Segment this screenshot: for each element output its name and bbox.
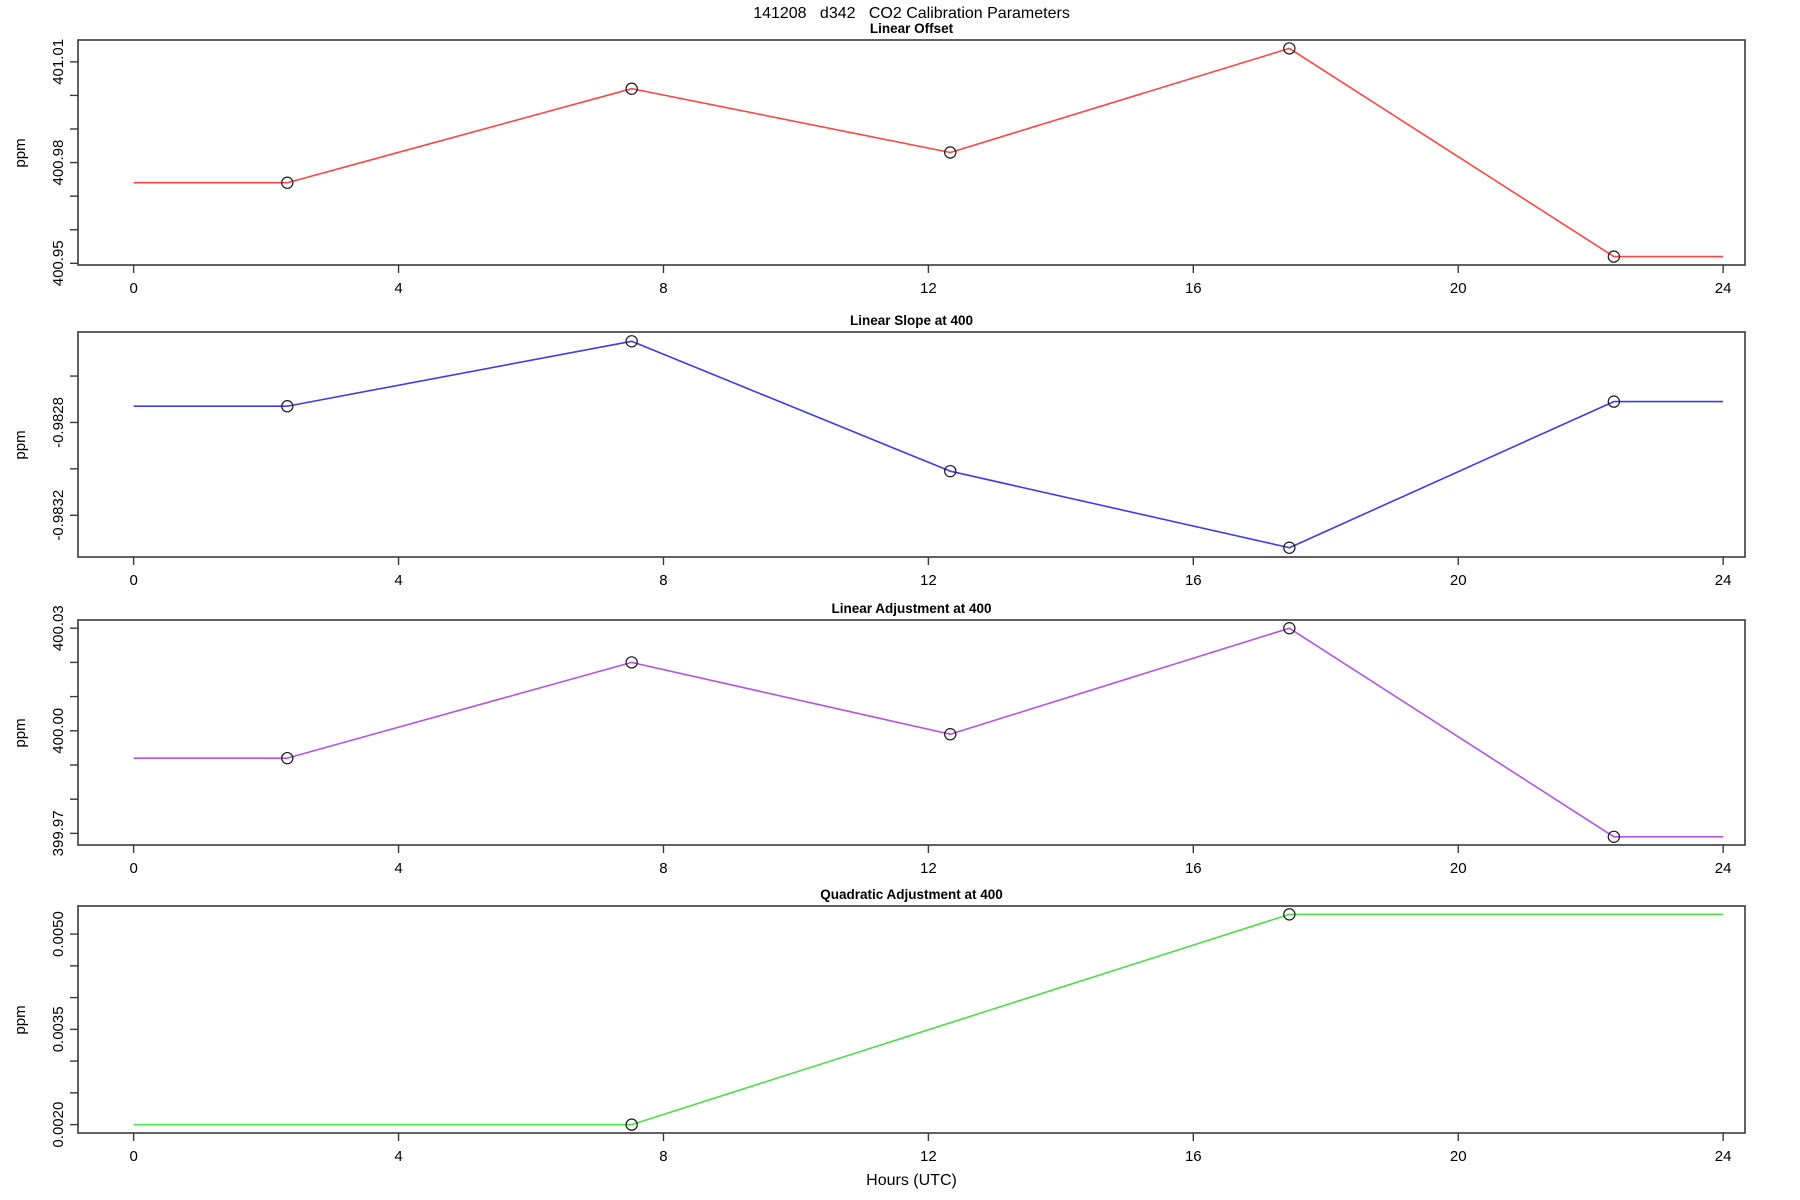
panel-title-quadratic-adjustment: Quadratic Adjustment at 400 — [820, 887, 1003, 902]
x-tick-label: 0 — [129, 860, 137, 877]
x-tick-label: 8 — [659, 1148, 667, 1165]
x-tick-label: 20 — [1450, 280, 1467, 297]
x-tick-label: 12 — [920, 1148, 937, 1165]
x-tick-label: 8 — [659, 572, 667, 589]
y-tick-label: -0.9828 — [50, 397, 67, 448]
x-tick-label: 4 — [394, 860, 402, 877]
x-tick-label: 12 — [920, 280, 937, 297]
panel-title-linear-adjustment: Linear Adjustment at 400 — [831, 601, 992, 616]
data-point — [944, 146, 957, 159]
plot-box — [77, 331, 1746, 558]
y-tick-label: -0.9832 — [50, 490, 67, 541]
panel-title-linear-offset: Linear Offset — [869, 21, 954, 36]
x-tick-label: 20 — [1450, 572, 1467, 589]
y-tick-label: 401.01 — [50, 39, 67, 85]
x-tick-label: 4 — [394, 1148, 402, 1165]
data-point — [281, 176, 294, 189]
x-tick-label: 0 — [129, 280, 137, 297]
x-tick-label: 20 — [1450, 1148, 1467, 1165]
x-tick-label: 0 — [129, 1148, 137, 1165]
x-tick-label: 24 — [1715, 280, 1732, 297]
data-point — [1607, 250, 1621, 263]
series-line — [133, 47, 1724, 258]
plot-box — [77, 619, 1746, 846]
data-point — [944, 728, 957, 741]
x-tick-label: 24 — [1715, 572, 1732, 589]
y-tick-label: 399.97 — [50, 810, 67, 856]
x-tick-label: 16 — [1185, 280, 1202, 297]
series-line — [133, 913, 1724, 1126]
series-line — [133, 340, 1724, 549]
x-tick-label: 16 — [1185, 860, 1202, 877]
data-point — [944, 464, 957, 478]
x-tick-label: 4 — [394, 572, 402, 589]
x-tick-label: 16 — [1185, 1148, 1202, 1165]
panel-title-linear-slope: Linear Slope at 400 — [849, 313, 974, 328]
data-point — [1283, 908, 1296, 921]
y-tick-label: 0.0020 — [50, 1102, 67, 1148]
x-axis-title: Hours (UTC) — [866, 1172, 957, 1189]
x-tick-label: 8 — [659, 860, 667, 877]
data-point — [1283, 541, 1296, 554]
x-tick-label: 24 — [1715, 860, 1732, 877]
data-point — [1607, 395, 1621, 408]
x-tick-label: 8 — [659, 280, 667, 297]
x-tick-label: 4 — [394, 280, 402, 297]
data-point — [281, 751, 294, 765]
x-tick-label: 20 — [1450, 860, 1467, 877]
series-line — [133, 627, 1724, 838]
y-tick-label: 0.0035 — [50, 1006, 67, 1052]
plot-box — [77, 39, 1746, 266]
y-tick-label: 400.95 — [50, 240, 67, 286]
x-tick-label: 16 — [1185, 572, 1202, 589]
data-point — [625, 335, 638, 348]
data-point — [1283, 42, 1296, 55]
y-tick-label: 400.03 — [50, 605, 67, 651]
data-point — [625, 656, 638, 669]
data-point — [1283, 622, 1296, 635]
x-tick-label: 12 — [920, 572, 937, 589]
y-tick-label: 400.00 — [50, 708, 67, 754]
data-point — [1607, 830, 1621, 843]
x-tick-label: 12 — [920, 860, 937, 877]
plot-box — [77, 905, 1746, 1134]
data-point — [281, 400, 294, 413]
y-tick-label: 400.98 — [50, 140, 67, 186]
y-tick-label: 0.0050 — [50, 911, 67, 957]
data-point — [625, 1118, 638, 1131]
page-title: 141208 d342 CO2 Calibration Parameters — [753, 5, 1070, 22]
x-tick-label: 0 — [129, 572, 137, 589]
data-point — [625, 82, 638, 95]
x-tick-label: 24 — [1715, 1148, 1732, 1165]
